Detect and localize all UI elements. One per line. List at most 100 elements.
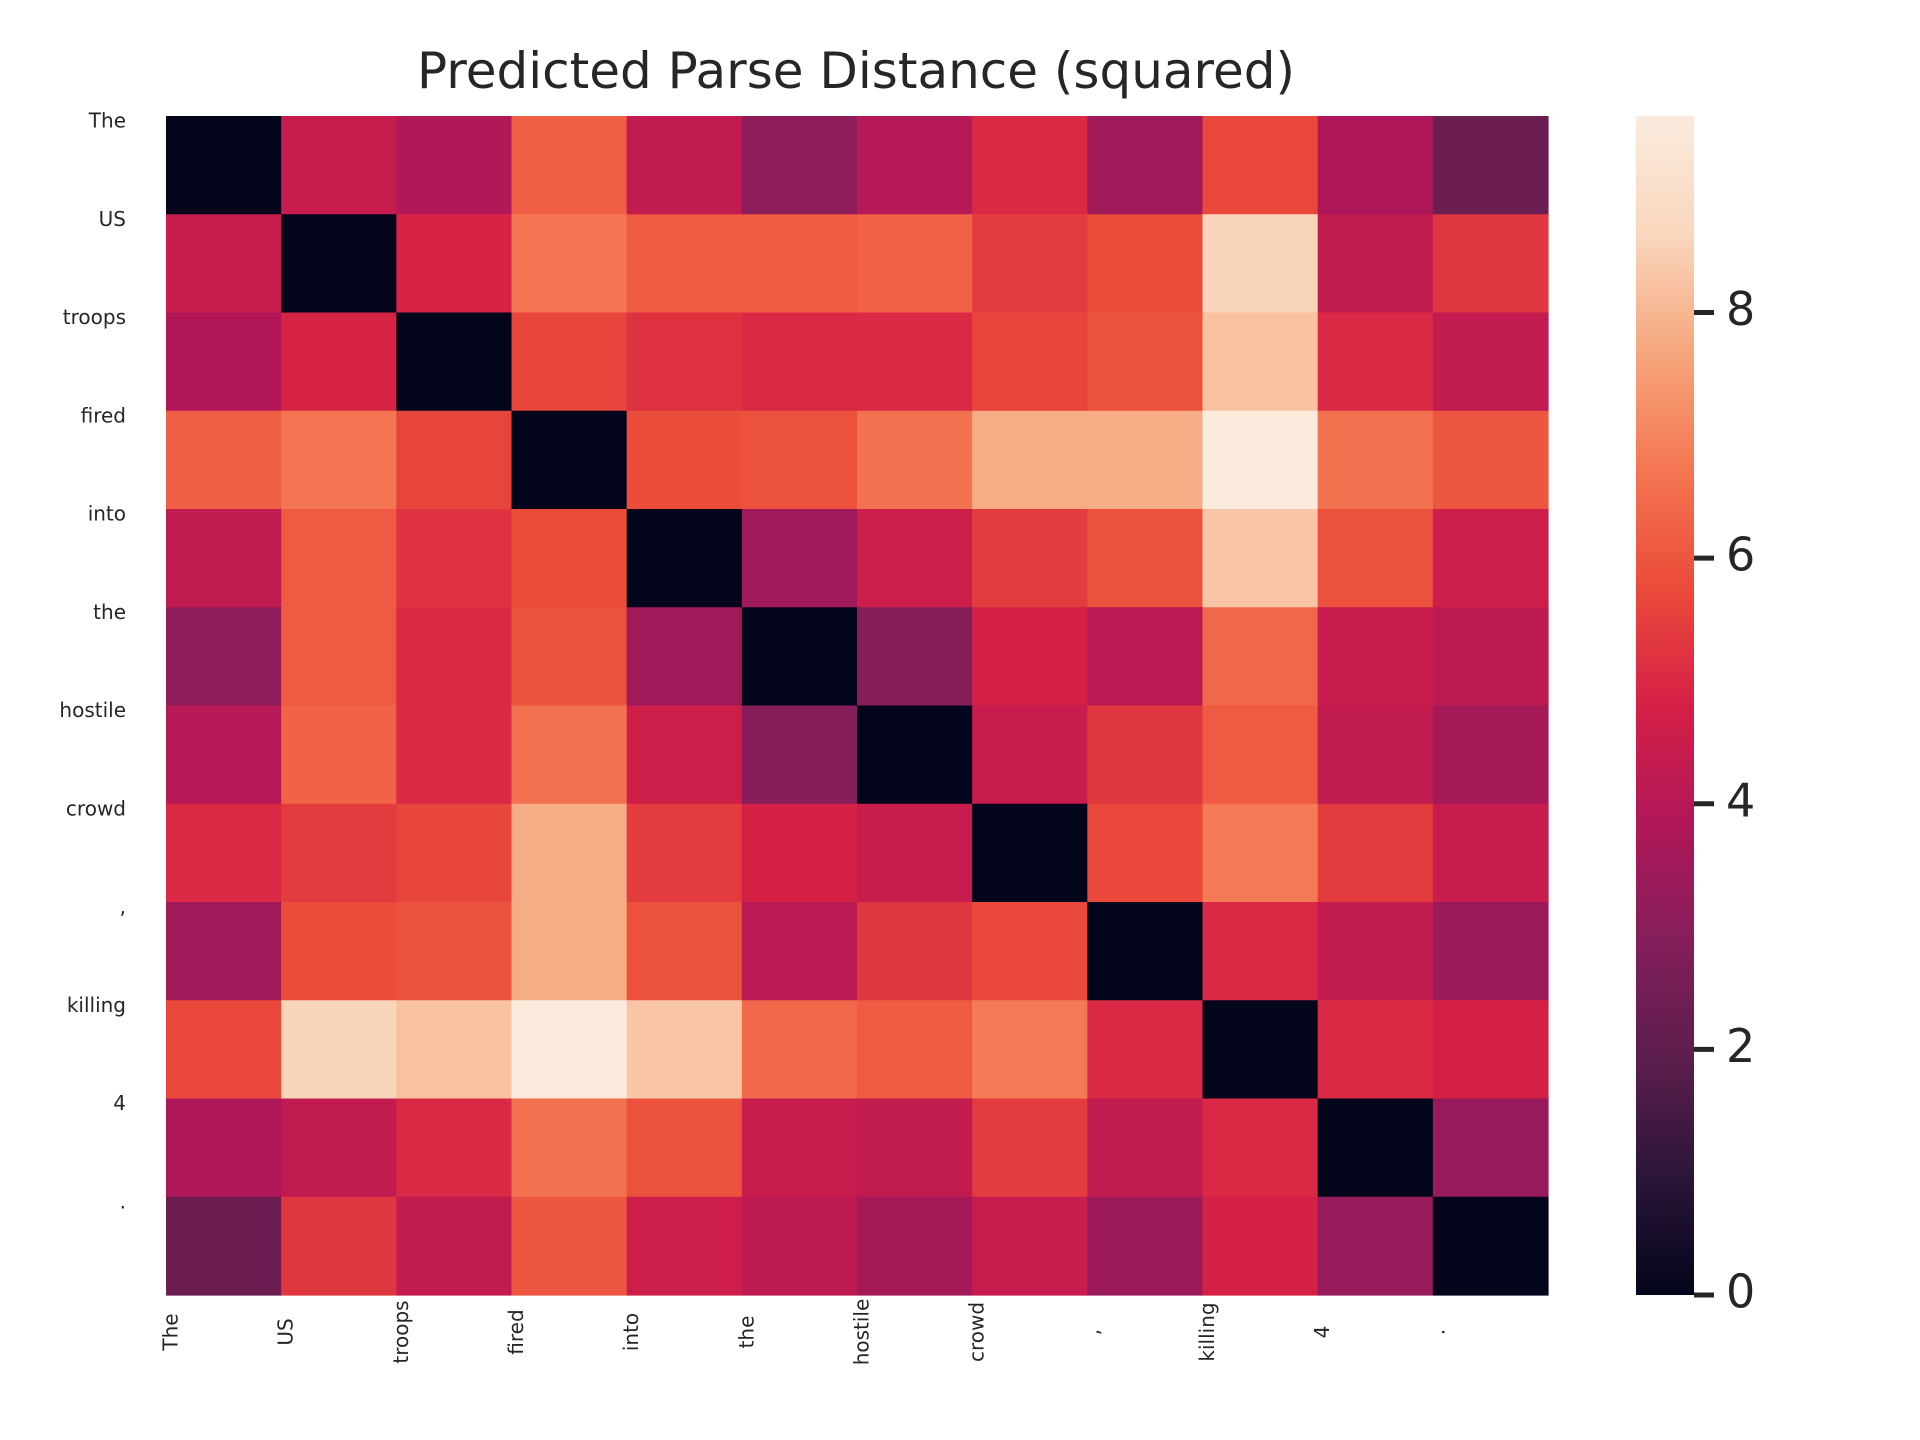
heatmap-cell [281, 509, 397, 608]
heatmap-cell [1317, 607, 1434, 707]
heatmap-cell [972, 607, 1088, 707]
heatmap-cell [1087, 607, 1204, 707]
heatmap-cell [281, 214, 397, 314]
y-tick-label: troops [63, 305, 126, 329]
heatmap-cell [857, 607, 973, 707]
heatmap-cell [166, 607, 282, 707]
heatmap-cell [741, 1196, 858, 1296]
heatmap-cell [511, 902, 628, 1001]
heatmap-cell [1202, 509, 1319, 608]
heatmap-cell [857, 803, 973, 903]
heatmap-cell [281, 312, 397, 412]
y-tick-label: fired [81, 403, 126, 427]
heatmap-cell [857, 1000, 973, 1100]
heatmap-cell [741, 902, 858, 1001]
heatmap-cell [1087, 1000, 1204, 1100]
chart-title: Predicted Parse Distance (squared) [416, 42, 1296, 100]
heatmap-cell [396, 214, 513, 314]
heatmap-cell [626, 116, 743, 215]
heatmap-cell [396, 1000, 513, 1100]
y-tick-label: into [88, 502, 126, 526]
heatmap-cell [1087, 705, 1204, 805]
heatmap-cell [166, 509, 282, 608]
x-tick-label: troops [389, 1300, 413, 1363]
heatmap-cell [511, 312, 628, 412]
heatmap-cell [1202, 607, 1319, 707]
heatmap-cell [281, 116, 397, 215]
heatmap-cell [1202, 1098, 1319, 1198]
y-tick-label: The [88, 109, 126, 133]
heatmap-cell [1317, 1196, 1434, 1296]
heatmap-cell [972, 312, 1088, 412]
x-tick-label: , [1080, 1329, 1104, 1335]
heatmap-cell [741, 214, 858, 314]
colorbar-tick-label: 6 [1726, 528, 1755, 582]
heatmap-cell [626, 509, 743, 608]
heatmap-cell [1087, 214, 1204, 314]
heatmap-cell [1432, 607, 1549, 707]
heatmap-cell [1317, 410, 1434, 510]
heatmap-cell [166, 803, 282, 903]
heatmap-cell [166, 902, 282, 1001]
y-tick-labels: The US troops fired into the hostile crowd, kill… [59, 109, 126, 1214]
heatmap-cell [972, 705, 1088, 805]
heatmap-cell [857, 705, 973, 805]
heatmap-cell [511, 607, 628, 707]
heatmap-cell [1087, 410, 1204, 510]
x-tick-label: fired [504, 1309, 528, 1354]
heatmap-cell [281, 607, 397, 707]
heatmap-cell [626, 1098, 743, 1198]
heatmap-cell [1087, 1196, 1204, 1296]
heatmap-cell [1317, 1000, 1434, 1100]
heatmap-cell [281, 803, 397, 903]
y-tick-label: crowd [66, 796, 126, 820]
heatmap-cell [166, 1098, 282, 1198]
heatmap-cell [857, 1098, 973, 1198]
heatmap-cell [626, 1000, 743, 1100]
heatmap-cell [1317, 803, 1434, 903]
heatmap-cell [1202, 1000, 1319, 1100]
x-tick-label: The [159, 1313, 183, 1351]
heatmap-cell [972, 803, 1088, 903]
heatmap-cell [396, 509, 513, 608]
heatmap-cell [511, 410, 628, 510]
heatmap-cell [396, 803, 513, 903]
heatmap-cell [166, 705, 282, 805]
heatmap-cell [396, 607, 513, 707]
heatmap-cell [281, 1098, 397, 1198]
colorbar-tick-label: 8 [1726, 282, 1755, 336]
heatmap-cell [626, 410, 743, 510]
heatmap-cell [1432, 902, 1549, 1001]
heatmap-cell [1317, 509, 1434, 608]
heatmap-cell [281, 1196, 397, 1296]
heatmap-cell [857, 116, 973, 215]
heatmap-cell [857, 214, 973, 314]
heatmap-cell [511, 1098, 628, 1198]
x-tick-label: killing [1195, 1302, 1219, 1361]
colorbar-tick-label: 0 [1726, 1265, 1755, 1319]
heatmap-cell [741, 312, 858, 412]
heatmap-cell [166, 214, 282, 314]
x-tick-label: 4 [1310, 1326, 1334, 1339]
y-tick-label: 4 [113, 1091, 126, 1115]
heatmap-cell [972, 410, 1088, 510]
heatmap-cell [626, 1196, 743, 1296]
heatmap-cell [1432, 1000, 1549, 1100]
colorbar-tick-label: 2 [1726, 1019, 1755, 1073]
colorbar-tick-label: 4 [1726, 773, 1755, 827]
heatmap-cell [972, 902, 1088, 1001]
heatmap-cell [626, 902, 743, 1001]
heatmap-cell [1432, 705, 1549, 805]
heatmap-cell [1432, 803, 1549, 903]
y-tick-label: killing [67, 993, 126, 1017]
heatmap-cell [396, 410, 513, 510]
heatmap-cell [281, 1000, 397, 1100]
heatmap-cell [741, 1098, 858, 1198]
heatmap-cell [1202, 1196, 1319, 1296]
heatmap-cell [741, 803, 858, 903]
x-tick-label: the [734, 1316, 758, 1349]
heatmap-cell [281, 410, 397, 510]
heatmap-cell [626, 214, 743, 314]
heatmap-cell [741, 705, 858, 805]
